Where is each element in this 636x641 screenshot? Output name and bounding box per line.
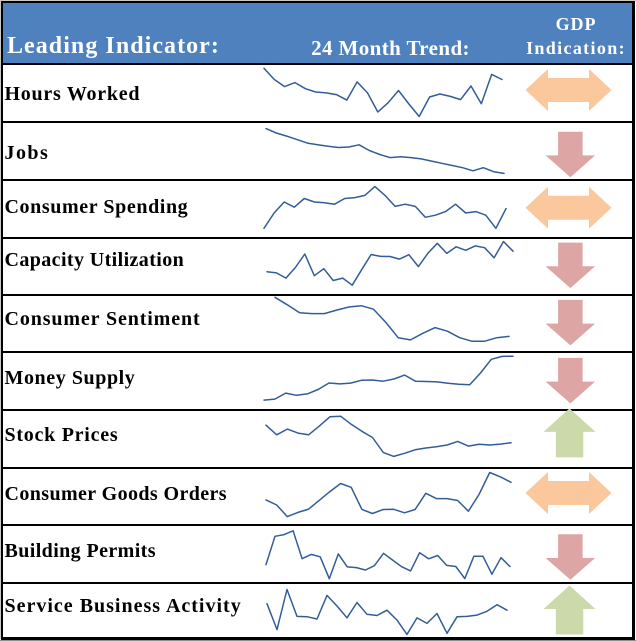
table-bottom-border: [1, 637, 635, 640]
row-label-service-business-activity: Service Business Activity: [4, 595, 242, 618]
header-gdp-line1: GDP: [555, 13, 597, 34]
header-leading-indicator: Leading Indicator:: [7, 33, 220, 59]
row-separator: [1, 294, 635, 297]
table-header: Leading Indicator: 24 Month Trend: GDP In…: [1, 1, 635, 65]
row-label-capacity-utilization: Capacity Utilization: [4, 249, 185, 272]
header-gdp-indication: GDP Indication:: [526, 12, 626, 61]
row-label-consumer-spending: Consumer Spending: [4, 195, 189, 218]
row-separator: [1, 524, 635, 527]
header-24-month-trend: 24 Month Trend:: [311, 36, 470, 60]
row-separator: [1, 237, 635, 240]
row-label-stock-prices: Stock Prices: [4, 423, 119, 446]
row-label-consumer-goods-orders: Consumer Goods Orders: [4, 482, 227, 505]
row-label-money-supply: Money Supply: [4, 366, 136, 389]
row-separator: [1, 350, 635, 353]
row-label-building-permits: Building Permits: [4, 539, 156, 562]
row-separator: [1, 408, 635, 411]
row-label-hours-worked: Hours Worked: [4, 83, 141, 106]
row-label-jobs: Jobs: [4, 142, 50, 165]
top-edge-line: [0, 0, 636, 1]
row-separator: [1, 120, 635, 123]
bottom-edge-line: [0, 639, 636, 641]
row-label-consumer-sentiment: Consumer Sentiment: [4, 308, 201, 331]
row-separator: [1, 178, 635, 181]
left-edge-line: [0, 0, 1, 639]
row-separator: [1, 582, 635, 585]
row-separator: [1, 466, 635, 469]
header-gdp-line2: Indication:: [526, 38, 626, 59]
